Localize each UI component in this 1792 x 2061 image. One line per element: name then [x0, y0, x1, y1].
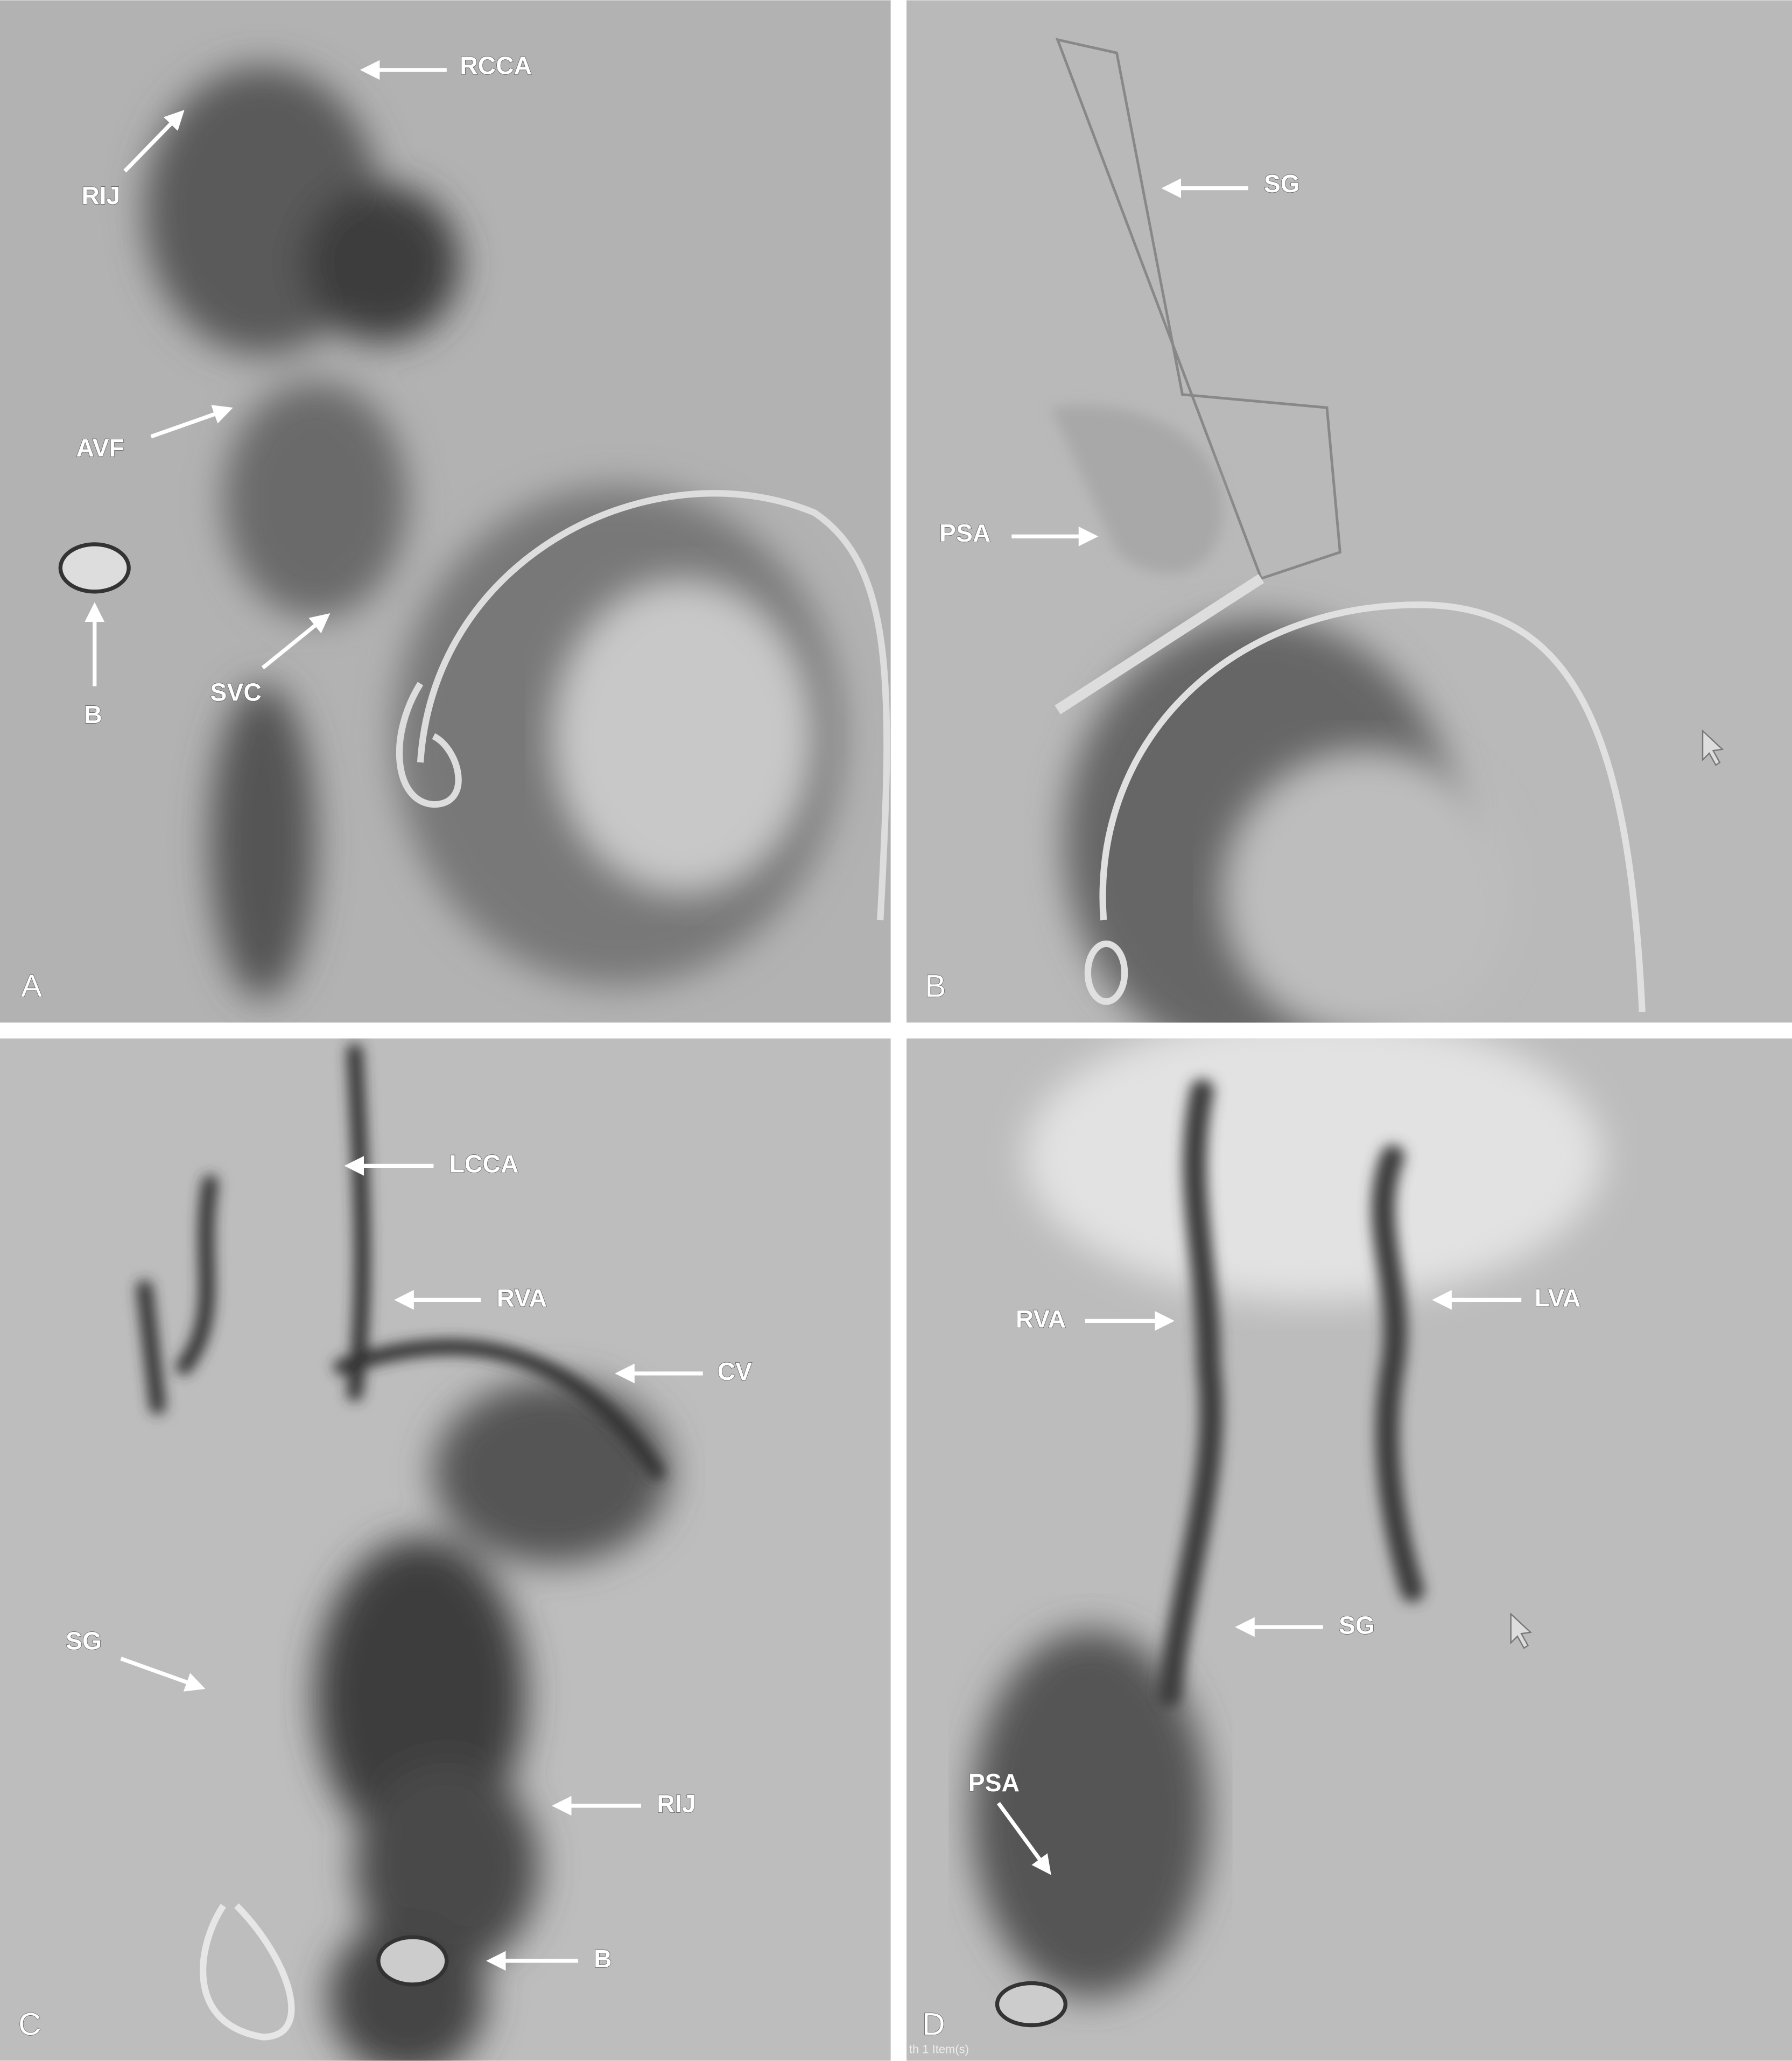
overlay-text: th 1 Item(s) [909, 2043, 969, 2056]
bright-area [1024, 1038, 1603, 1301]
label: AVF [76, 433, 124, 461]
aortic-lumen [1221, 749, 1511, 1023]
device [1055, 574, 1264, 714]
label: B [84, 700, 102, 728]
panel-letter: A [21, 969, 42, 1004]
pseudoaneurysm [972, 1629, 1209, 1998]
catheter-loop [396, 682, 462, 808]
catheter-loop [1084, 940, 1128, 1005]
marker-b [376, 1935, 449, 1987]
panel-d [906, 1038, 1792, 2061]
panel-letter: C [18, 2007, 41, 2042]
aortic-lumen [552, 578, 815, 894]
panel-letter: D [922, 2007, 945, 2042]
label: SG [66, 1627, 102, 1655]
label: RIJ [81, 181, 120, 209]
label: RVA [497, 1284, 547, 1312]
vessels [1157, 1079, 1424, 1707]
pseudoaneurysm [1051, 405, 1223, 574]
label: RIJ [657, 1790, 695, 1818]
marker-b [58, 542, 131, 594]
label: LVA [1535, 1284, 1581, 1312]
label: RVA [1016, 1305, 1066, 1333]
label: SVC [210, 678, 261, 706]
label: SG [1264, 170, 1300, 198]
catheter [417, 490, 890, 921]
label: LCCA [449, 1150, 519, 1178]
label: RCCA [460, 51, 532, 79]
arrow [261, 613, 331, 670]
label: B [594, 1945, 612, 1973]
panel-a [0, 0, 891, 1023]
stent-graft [1055, 38, 1342, 580]
catheter-loop [200, 1903, 295, 2041]
label: PSA [968, 1769, 1020, 1797]
panel-b [906, 0, 1792, 1023]
arrow [150, 405, 233, 439]
vessels [136, 1043, 665, 1480]
catheter [1099, 601, 1646, 1013]
arrow [123, 110, 185, 173]
cursor [1510, 1612, 1533, 1649]
panel-c [0, 1038, 891, 2061]
panel-letter: B [925, 969, 946, 1004]
label: CV [718, 1357, 752, 1385]
arrow [120, 1657, 206, 1692]
label: SG [1339, 1611, 1375, 1639]
label: PSA [939, 519, 990, 547]
marker-b [995, 1981, 1068, 2028]
arrow [996, 1801, 1051, 1875]
cursor [1702, 729, 1724, 766]
